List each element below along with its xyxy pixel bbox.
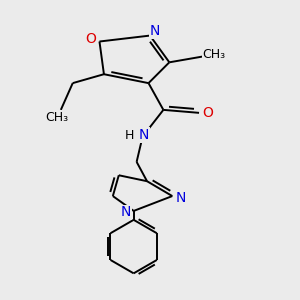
Text: O: O xyxy=(85,32,96,46)
Text: O: O xyxy=(202,106,213,120)
Text: N: N xyxy=(139,128,149,142)
Text: N: N xyxy=(121,206,131,219)
Text: CH₃: CH₃ xyxy=(45,111,68,124)
Text: CH₃: CH₃ xyxy=(202,48,226,62)
Text: N: N xyxy=(149,24,160,38)
Text: N: N xyxy=(176,190,186,205)
Text: H: H xyxy=(124,129,134,142)
